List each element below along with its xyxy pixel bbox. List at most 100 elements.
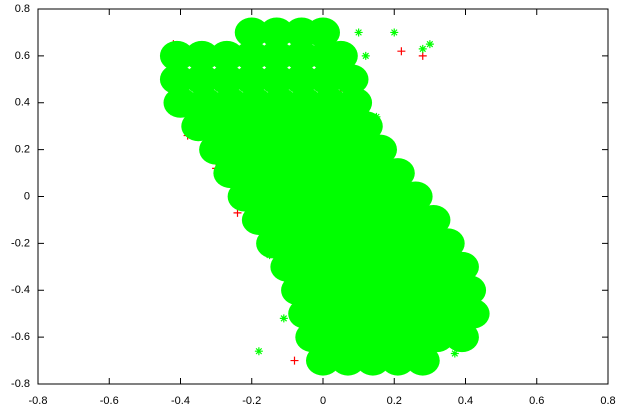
point — [290, 356, 299, 365]
point — [418, 44, 427, 53]
point-cluster — [295, 322, 330, 353]
y-tick-label: 0 — [24, 190, 30, 202]
point-cluster — [302, 181, 337, 212]
point-cluster — [209, 64, 244, 95]
x-tick-label: -0.2 — [242, 395, 261, 407]
point-cluster — [284, 64, 319, 95]
point-cluster — [412, 298, 447, 329]
point-cluster — [430, 228, 465, 259]
point-cluster — [159, 40, 194, 71]
point-cluster — [234, 40, 269, 71]
point-cluster — [263, 87, 298, 118]
point-cluster — [313, 158, 348, 189]
point-cluster — [252, 181, 287, 212]
point-cluster — [306, 17, 340, 48]
point-cluster — [159, 64, 194, 95]
point-cluster — [320, 322, 355, 353]
point — [450, 349, 459, 358]
point — [361, 51, 370, 60]
x-tick-label: -0.4 — [171, 395, 190, 407]
point-cluster — [352, 181, 387, 212]
point-cluster — [338, 158, 373, 189]
point-cluster — [398, 181, 433, 212]
point-cluster — [213, 87, 248, 118]
y-tick-label: 0.2 — [15, 144, 30, 156]
point-cluster — [455, 298, 490, 329]
point-cluster — [316, 204, 351, 235]
point — [390, 28, 399, 37]
point-cluster — [380, 228, 415, 259]
point-cluster — [444, 322, 479, 353]
point-cluster — [288, 158, 323, 189]
point — [169, 108, 178, 117]
point-cluster — [306, 111, 340, 142]
point-cluster — [380, 345, 415, 376]
x-tick-label: 0.8 — [600, 395, 615, 407]
point-cluster — [380, 275, 415, 306]
point-cluster — [288, 87, 323, 118]
point-cluster — [273, 134, 308, 165]
point-cluster — [363, 298, 397, 329]
point-cluster — [391, 204, 426, 235]
point-cluster — [355, 345, 390, 376]
point-cluster — [238, 87, 273, 118]
point-cluster — [281, 275, 316, 306]
point-cluster — [323, 40, 358, 71]
point-cluster — [341, 204, 376, 235]
point-cluster — [306, 228, 340, 259]
point-cluster — [298, 134, 333, 165]
point-cluster — [209, 40, 244, 71]
point — [233, 208, 242, 217]
point-cluster — [231, 111, 266, 142]
point-cluster — [309, 64, 344, 95]
point-cluster — [444, 251, 479, 282]
point-cluster — [263, 158, 298, 189]
point-cluster — [420, 251, 454, 282]
point-cluster — [259, 40, 294, 71]
point-cluster — [188, 87, 223, 118]
y-tick-label: 0.6 — [15, 50, 30, 62]
point-cluster — [395, 322, 430, 353]
point — [347, 321, 356, 330]
axes: -0.8 -0.6 -0.4 -0.2 0 0.2 0.4 0.6 0.8 -0.8 -0.6 -0.… — [11, 3, 616, 407]
point-cluster — [320, 251, 355, 282]
plot-area — [159, 17, 490, 376]
point-cluster — [323, 134, 358, 165]
y-tick-label: -0.8 — [11, 378, 30, 390]
point-cluster — [181, 111, 216, 142]
point-cluster — [313, 87, 348, 118]
point — [254, 347, 263, 356]
x-tick-label: 0.6 — [529, 395, 544, 407]
point-cluster — [270, 251, 305, 282]
x-tick-label: 0.2 — [387, 395, 402, 407]
point-cluster — [224, 134, 259, 165]
point-cluster — [370, 322, 405, 353]
point-cluster — [363, 134, 397, 165]
point-cluster — [213, 158, 248, 189]
point-cluster — [420, 322, 454, 353]
point-cluster — [306, 345, 340, 376]
point-cluster — [227, 181, 262, 212]
point-cluster — [288, 298, 323, 329]
point-cluster — [256, 228, 291, 259]
point-cluster — [345, 251, 380, 282]
point-cluster — [256, 111, 291, 142]
point-cluster — [313, 298, 348, 329]
y-tick-label: 0.4 — [15, 97, 30, 109]
x-tick-label: -0.6 — [100, 395, 119, 407]
point-cluster — [291, 204, 326, 235]
point-cluster — [184, 64, 219, 95]
point-cluster — [259, 17, 294, 48]
y-tick-label: -0.4 — [11, 284, 30, 296]
point-cluster — [330, 275, 365, 306]
point-cluster — [234, 64, 269, 95]
point — [354, 28, 363, 37]
point-cluster — [241, 204, 276, 235]
point-cluster — [452, 275, 487, 306]
point-cluster — [238, 158, 273, 189]
point-cluster — [355, 275, 390, 306]
point-cluster — [395, 251, 430, 282]
x-tick-label: -0.8 — [29, 395, 48, 407]
point — [279, 314, 288, 323]
point — [425, 40, 434, 49]
